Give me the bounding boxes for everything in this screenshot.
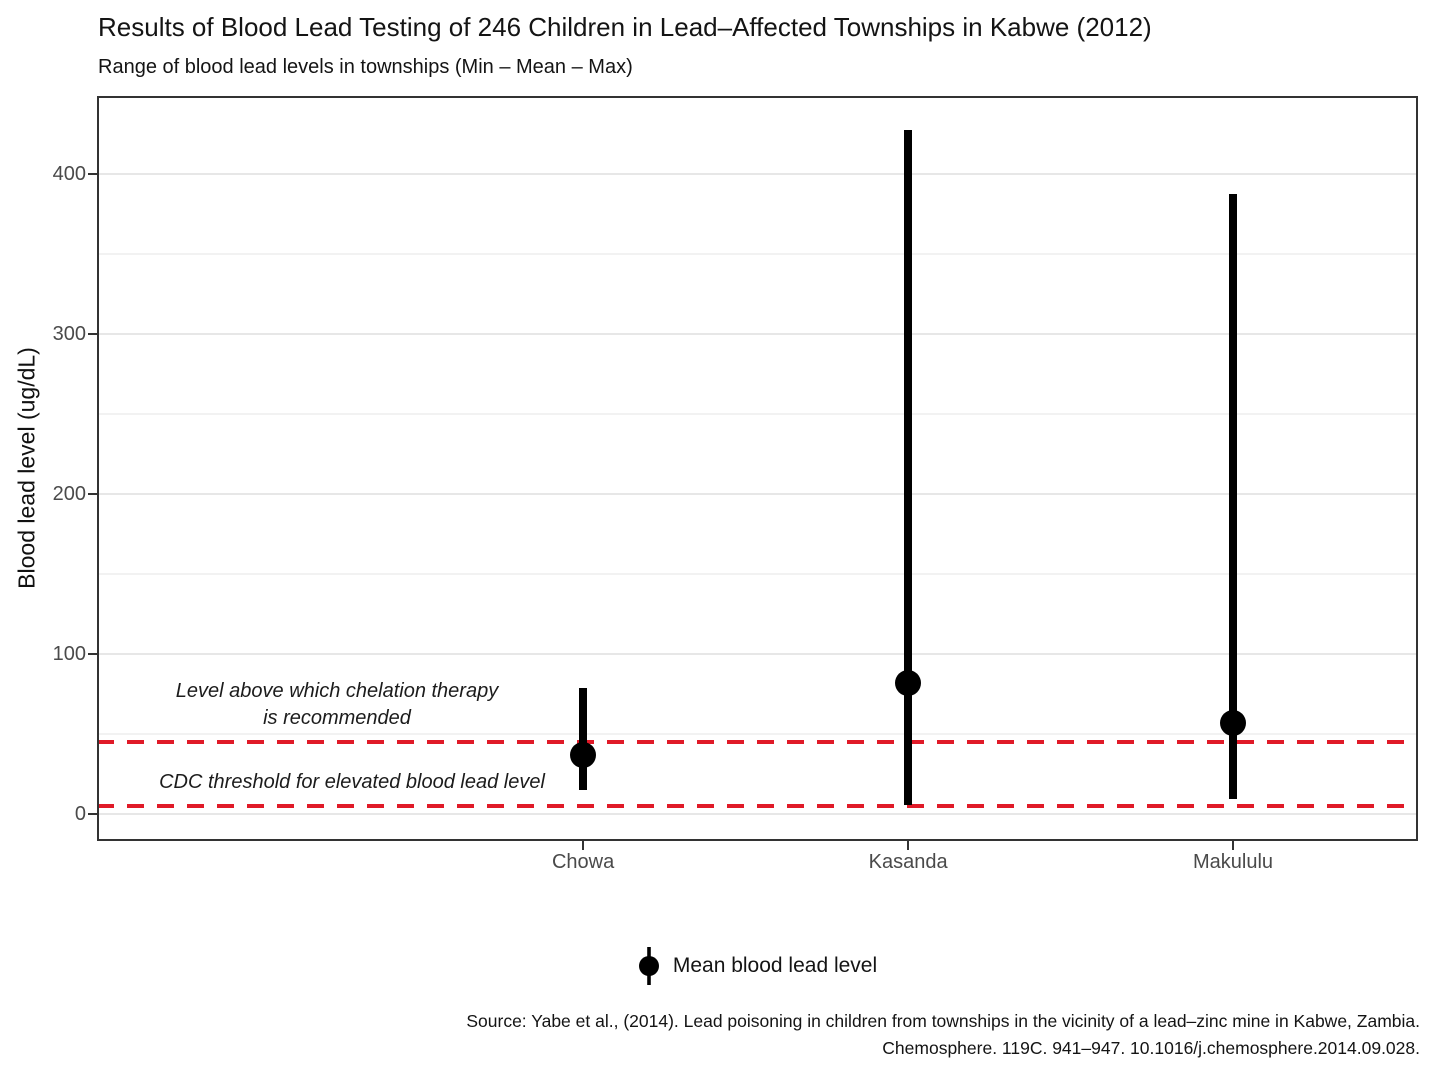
threshold-annotation-line: is recommended bbox=[263, 706, 411, 729]
threshold-annotation: Level above which chelation therapy is re… bbox=[27, 678, 647, 732]
gridline-major bbox=[97, 333, 1418, 336]
threshold-line bbox=[97, 739, 1418, 744]
threshold-annotation-line: Level above which chelation therapy bbox=[175, 679, 499, 702]
y-tick-label: 200 bbox=[52, 483, 86, 506]
gridline-minor bbox=[97, 253, 1418, 256]
y-tick-mark bbox=[88, 333, 97, 336]
y-tick-mark bbox=[88, 173, 97, 176]
source-caption-line1: Source: Yabe et al., (2014). Lead poison… bbox=[466, 1011, 1420, 1031]
gridline-major bbox=[97, 652, 1418, 655]
pointrange-legend-symbol bbox=[638, 944, 660, 988]
x-tick-label-kasanda: Kasanda bbox=[868, 851, 948, 873]
y-tick-label: 400 bbox=[52, 163, 86, 186]
y-tick-mark bbox=[88, 652, 97, 655]
chart-subtitle: Range of blood lead levels in townships … bbox=[98, 56, 633, 78]
y-tick-mark bbox=[88, 493, 97, 496]
threshold-annotation: CDC threshold for elevated blood lead le… bbox=[42, 769, 662, 796]
y-tick-mark bbox=[88, 812, 97, 815]
gridline-minor bbox=[97, 573, 1418, 575]
gridline-minor bbox=[97, 732, 1418, 735]
x-tick-label-chowa: Chowa bbox=[551, 851, 615, 873]
x-tick-label-makululu: Makululu bbox=[1193, 851, 1274, 873]
range-line-makululu bbox=[1229, 193, 1238, 800]
gridline-major bbox=[97, 173, 1418, 176]
plot-panel: Level above which chelation therapy is re… bbox=[97, 96, 1418, 841]
mean-dot-makululu bbox=[1220, 709, 1247, 736]
range-line-kasanda bbox=[904, 129, 913, 806]
gridline-major bbox=[97, 812, 1418, 815]
legend-label: Mean blood lead level bbox=[672, 954, 878, 977]
y-tick-label: 100 bbox=[52, 642, 86, 665]
range-line-chowa bbox=[579, 687, 588, 790]
y-tick-label: 0 bbox=[74, 802, 86, 825]
y-tick-label: 300 bbox=[52, 323, 86, 346]
gridline-major bbox=[97, 493, 1418, 496]
y-axis-title: Blood lead level (ug/dL) bbox=[13, 347, 40, 589]
threshold-line bbox=[97, 803, 1418, 808]
x-tick-mark bbox=[1232, 841, 1235, 850]
chart-title: Results of Blood Lead Testing of 246 Chi… bbox=[98, 12, 1152, 42]
source-caption-line2: Chemosphere. 119C. 941–947. 10.1016/j.ch… bbox=[882, 1038, 1420, 1058]
mean-dot-kasanda bbox=[895, 669, 922, 696]
gridline-minor bbox=[97, 413, 1418, 416]
x-tick-mark bbox=[907, 841, 910, 850]
mean-dot-chowa bbox=[570, 741, 597, 768]
threshold-annotation-line: CDC threshold for elevated blood lead le… bbox=[159, 770, 545, 793]
x-tick-mark bbox=[582, 841, 585, 850]
legend: Mean blood lead level bbox=[97, 944, 1418, 988]
source-caption: Source: Yabe et al., (2014). Lead poison… bbox=[466, 1008, 1420, 1062]
